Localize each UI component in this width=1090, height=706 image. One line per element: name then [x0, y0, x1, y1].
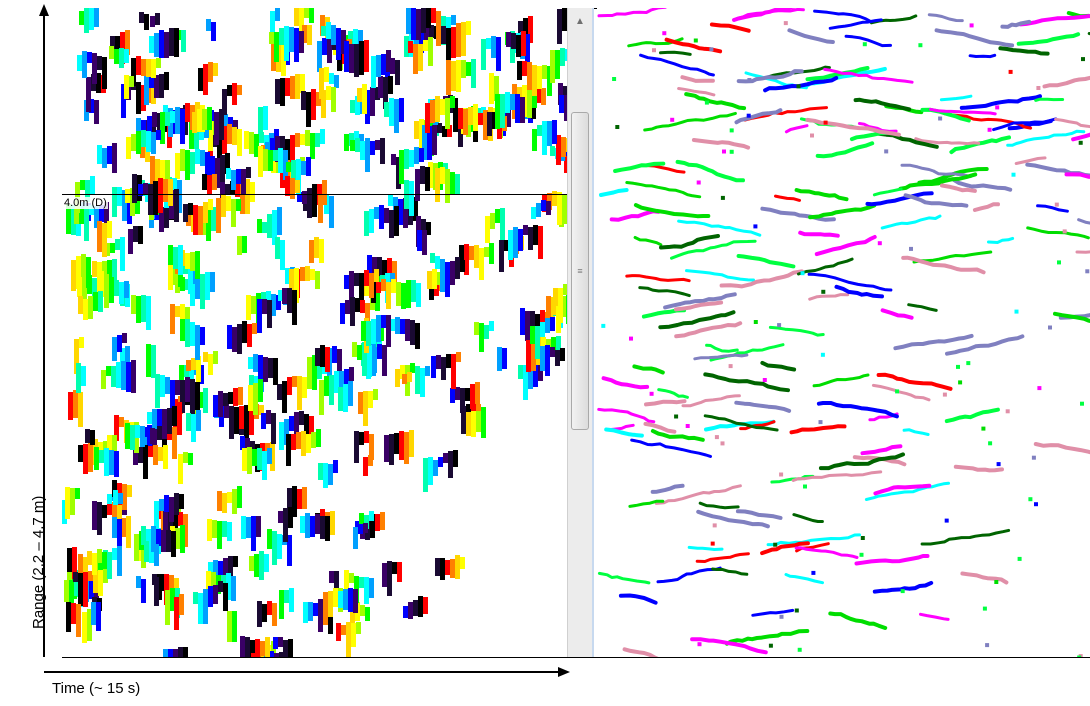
scroll-thumb[interactable]: ≡ — [571, 112, 589, 430]
x-axis-label: Time (~ 15 s) — [52, 680, 141, 697]
range-time-heatmap-panel[interactable]: 4.0m (D) — [62, 8, 567, 657]
y-axis-arrow-icon — [39, 4, 49, 16]
range-marker-label: 4.0m (D) — [63, 197, 108, 209]
x-axis-arrow-icon — [558, 667, 570, 677]
heatmap-cells — [62, 8, 567, 657]
heatmap-canvas — [62, 8, 567, 657]
vertical-splitter-scrollbar[interactable]: ▲ ≡ — [567, 8, 594, 657]
y-axis-label: Range (2.2 – 4.7 m) — [30, 495, 47, 629]
trajectory-tracks — [597, 8, 1090, 657]
scroll-up-arrow-icon[interactable]: ▲ — [575, 15, 585, 27]
tracked-trajectories-panel[interactable] — [597, 8, 1090, 657]
trajectories-canvas — [597, 8, 1090, 657]
scroll-grip-icon: ≡ — [577, 266, 583, 276]
range-marker-line[interactable] — [62, 194, 567, 195]
